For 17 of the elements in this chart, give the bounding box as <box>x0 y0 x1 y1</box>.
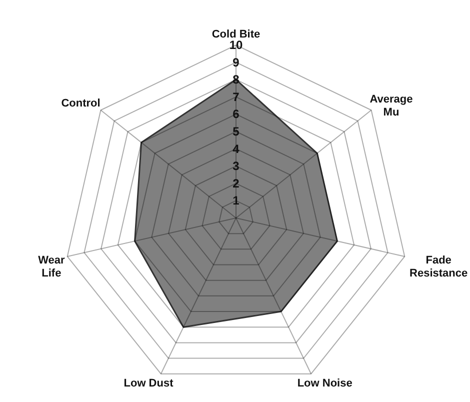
y-tick-label: 7 <box>232 90 240 104</box>
spoke-label: Wear Life <box>38 254 66 280</box>
y-tick-label: 10 <box>229 38 243 52</box>
y-tick-label: 5 <box>232 124 240 138</box>
y-tick-label: 8 <box>232 72 240 87</box>
y-tick-label: 9 <box>232 55 240 70</box>
y-tick-label: 2 <box>232 176 240 190</box>
y-tick-label: 4 <box>232 142 240 156</box>
spoke-label: Low Dust <box>124 377 174 390</box>
spoke-label: Fade Resistance <box>410 254 468 280</box>
y-tick-label: 3 <box>232 159 240 174</box>
y-tick-label: 1 <box>232 194 240 208</box>
y-tick-label: 6 <box>232 107 240 122</box>
spoke-label: Control <box>61 98 100 110</box>
spoke-label: Average Mu <box>370 93 413 119</box>
spoke-label: Cold Bite <box>212 28 260 40</box>
spoke-label: Low Noise <box>297 377 352 390</box>
